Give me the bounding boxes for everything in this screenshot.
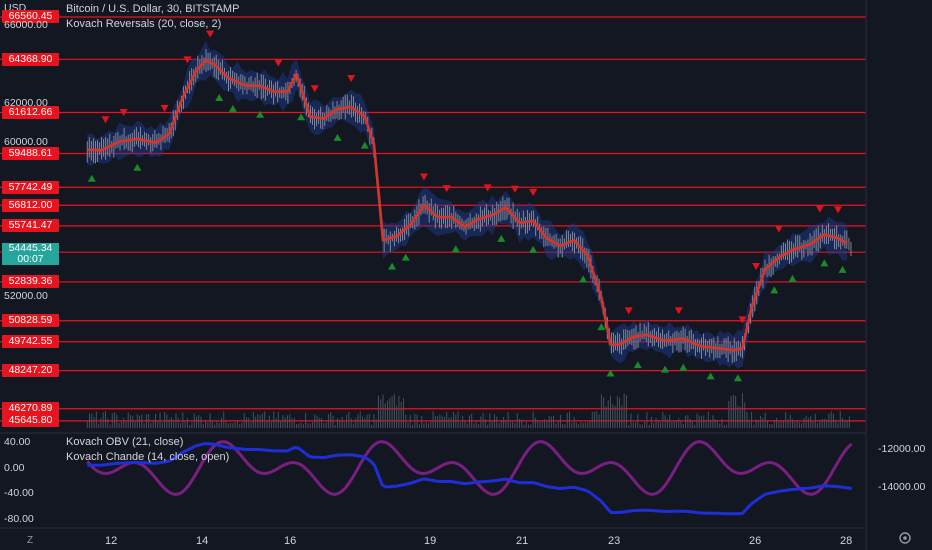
symbol-title[interactable]: Bitcoin / U.S. Dollar, 30, BITSTAMP [66, 3, 240, 15]
current-price-countdown: 00:07 [17, 253, 44, 265]
down-marker [310, 85, 319, 93]
current-price-value: 54445.34 [8, 242, 53, 254]
down-marker [624, 307, 633, 315]
chande-indicator-label[interactable]: Kovach Chande (14, close, open) [66, 451, 230, 463]
date-tick: 28 [840, 535, 853, 547]
date-tick: 19 [424, 535, 437, 547]
osc-tick: -80.00 [4, 513, 34, 525]
down-marker [442, 185, 451, 193]
axis-scale-toggle[interactable]: Z [27, 535, 34, 546]
obv-indicator-label[interactable]: Kovach OBV (21, close) [66, 436, 184, 448]
volume-bars [86, 393, 850, 428]
obv-line [87, 442, 852, 516]
level-label: 55741.47 [2, 219, 59, 233]
gear-icon-center [903, 536, 907, 540]
up-marker [228, 104, 237, 112]
up-marker [297, 113, 306, 121]
level-label: 45645.80 [2, 414, 59, 428]
up-marker [770, 286, 779, 294]
up-marker [706, 372, 715, 380]
level-label: 66560.45 [2, 10, 59, 24]
down-marker [119, 109, 128, 117]
price-tick: 52000.00 [4, 290, 48, 302]
up-marker [838, 265, 847, 273]
date-tick: 23 [608, 535, 621, 547]
down-marker [834, 206, 842, 214]
obv-tick: -14000.00 [878, 481, 926, 493]
up-marker [451, 245, 460, 253]
level-label: 57742.49 [2, 180, 59, 194]
up-marker [679, 363, 688, 371]
price-tick: 62000.00 [4, 97, 48, 109]
price-tick: 60000.00 [4, 136, 48, 148]
up-marker [388, 262, 397, 270]
up-marker [529, 245, 538, 253]
osc-tick: 40.00 [4, 436, 31, 448]
level-label: 50828.59 [2, 314, 59, 328]
up-marker [788, 274, 797, 282]
level-label: 46270.89 [2, 402, 59, 416]
up-marker [661, 365, 670, 373]
level-label: 52839.36 [2, 275, 59, 289]
up-marker [333, 133, 342, 141]
osc-tick: -40.00 [4, 487, 34, 499]
down-marker [529, 188, 538, 196]
up-marker [215, 93, 224, 101]
ma-line [87, 59, 848, 352]
level-label: 61612.66 [2, 106, 59, 120]
candles [86, 48, 852, 363]
up-marker [360, 141, 369, 149]
down-marker [774, 225, 783, 233]
down-marker [206, 30, 215, 38]
down-marker [419, 173, 428, 181]
down-marker [101, 116, 110, 124]
chande-line [86, 440, 853, 496]
down-marker [160, 104, 169, 112]
up-marker [256, 110, 265, 118]
osc-tick: 0.00 [4, 462, 25, 474]
down-marker [738, 316, 747, 324]
date-tick: 26 [749, 535, 762, 547]
down-marker [815, 205, 824, 213]
date-tick: 21 [516, 535, 529, 547]
down-marker [183, 56, 192, 64]
down-marker [347, 75, 356, 83]
level-label: 48247.20 [2, 364, 59, 378]
down-marker [483, 184, 492, 192]
up-marker [733, 374, 742, 382]
up-marker [579, 275, 588, 283]
up-marker [597, 323, 606, 331]
up-marker [133, 163, 142, 171]
down-marker [274, 59, 283, 67]
date-tick: 16 [284, 535, 297, 547]
main-indicator-label[interactable]: Kovach Reversals (20, close, 2) [66, 18, 222, 30]
up-marker [606, 369, 615, 377]
level-label: 56812.00 [2, 198, 59, 212]
obv-tick: -12000.00 [878, 443, 926, 455]
up-marker [820, 259, 829, 267]
reversal-markers [87, 30, 847, 382]
up-marker [633, 361, 642, 369]
down-marker [510, 185, 519, 193]
date-tick: 14 [196, 535, 209, 547]
current-price-box: 54445.34 00:07 [2, 243, 59, 265]
gear-icon[interactable] [899, 532, 911, 544]
up-marker [87, 174, 96, 182]
oscillators [86, 440, 853, 516]
down-marker [674, 307, 683, 315]
level-label: 64368.90 [2, 52, 59, 66]
moving-average [87, 59, 848, 352]
down-marker [752, 262, 761, 270]
level-label: 49742.55 [2, 335, 59, 349]
up-marker [497, 234, 506, 242]
level-label: 59488.61 [2, 147, 59, 161]
up-marker [401, 253, 410, 261]
price-tick: 66000.00 [4, 19, 48, 31]
date-tick: 12 [105, 535, 118, 547]
